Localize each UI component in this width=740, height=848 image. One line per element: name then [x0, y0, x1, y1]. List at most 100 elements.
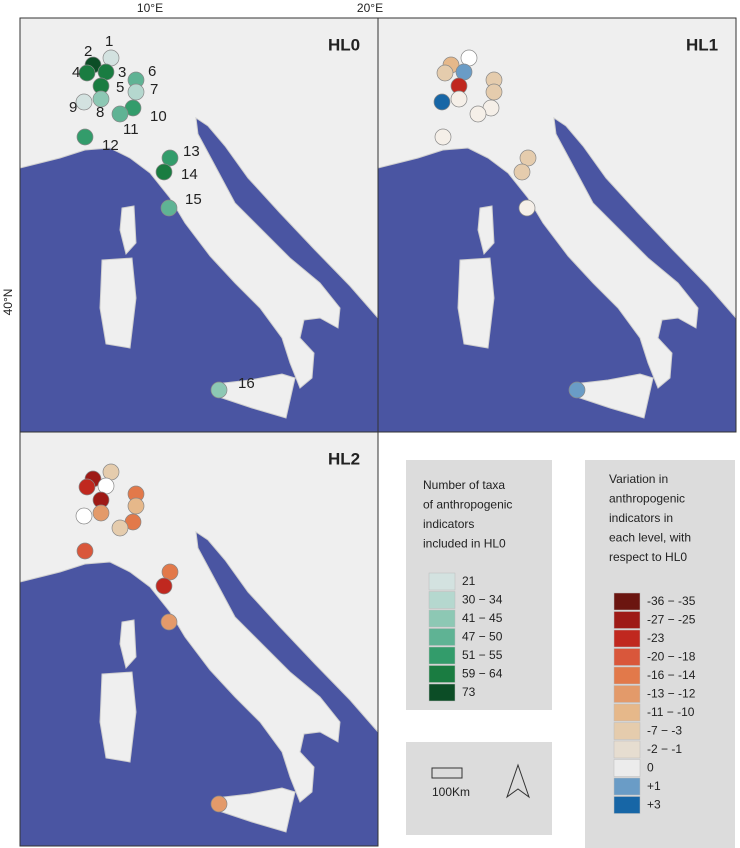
site-marker	[210, 795, 228, 813]
site-marker	[102, 49, 120, 67]
legend-swatch	[428, 591, 456, 609]
legend-swatch	[613, 685, 641, 703]
site-number: 11	[123, 121, 139, 138]
site-marker	[210, 381, 228, 399]
legend-swatch	[613, 703, 641, 722]
site-marker	[75, 93, 93, 111]
panel-frame	[377, 17, 737, 433]
site-marker	[450, 90, 468, 108]
site-marker	[513, 163, 531, 181]
legend-swatch	[428, 628, 456, 646]
legend-label: -23	[647, 631, 665, 645]
legend-label: 51 − 55	[462, 648, 503, 662]
site-marker	[127, 83, 145, 101]
island	[99, 671, 137, 763]
site-marker	[160, 613, 178, 631]
site-number: 1	[105, 33, 113, 50]
site-marker	[111, 105, 129, 123]
legend-label: +1	[647, 779, 661, 793]
island	[477, 205, 495, 256]
site-marker	[160, 199, 178, 217]
site-marker	[161, 563, 179, 581]
legend-swatch	[428, 609, 456, 628]
panel-label: HL0	[328, 35, 360, 54]
legend-label: -7 − -3	[647, 724, 682, 738]
site-number: 6	[148, 63, 156, 80]
site-marker	[92, 504, 110, 522]
site-marker	[455, 63, 473, 81]
legend-label: 21	[462, 574, 476, 588]
site-marker	[78, 64, 96, 82]
site-marker	[97, 477, 115, 495]
legend-label: 0	[647, 761, 654, 775]
legend-label: -16 − -14	[647, 668, 696, 682]
site-number: 12	[102, 137, 119, 154]
site-marker	[75, 507, 93, 525]
site-number: 4	[72, 64, 80, 81]
site-number: 2	[84, 43, 92, 60]
legend-swatch	[613, 777, 641, 796]
site-number: 8	[96, 104, 104, 121]
legend-swatch	[428, 646, 456, 665]
scale-box	[406, 742, 552, 835]
site-marker	[76, 542, 94, 560]
legend-swatch	[613, 611, 641, 629]
site-marker	[76, 128, 94, 146]
scale-bar	[431, 767, 463, 779]
site-marker	[436, 64, 454, 82]
legend-swatch	[613, 629, 641, 648]
legend-title: indicators	[423, 517, 474, 531]
legend-title: Number of taxa	[423, 478, 505, 492]
site-number: 10	[150, 108, 167, 125]
legend-swatch	[428, 683, 456, 702]
site-marker	[111, 519, 129, 537]
legend-variation-box	[585, 460, 735, 848]
site-number: 5	[116, 79, 124, 96]
legend-label: 59 − 64	[462, 667, 503, 681]
site-marker	[469, 105, 487, 123]
site-number: 7	[150, 81, 158, 98]
land	[377, 17, 737, 389]
legend-swatch	[428, 572, 456, 591]
legend-label: +3	[647, 798, 661, 812]
island	[119, 205, 137, 256]
site-marker	[127, 497, 145, 515]
site-marker	[433, 93, 451, 111]
legend-swatch	[428, 665, 456, 683]
panel-label: HL1	[686, 35, 718, 54]
legend-swatch	[613, 648, 641, 666]
island	[214, 787, 296, 833]
lon-label: 20°E	[357, 1, 383, 15]
site-marker	[518, 199, 536, 217]
legend-swatch	[613, 796, 641, 814]
legend-swatch	[613, 740, 641, 759]
legend-title: included in HL0	[423, 537, 506, 551]
legend-label: 47 − 50	[462, 630, 503, 644]
legend-label: -13 − -12	[647, 687, 696, 701]
site-number: 9	[69, 99, 77, 116]
legend-label: -20 − -18	[647, 650, 696, 664]
site-marker	[161, 149, 179, 167]
legend-label: 30 − 34	[462, 593, 503, 607]
map-panel: HL2	[19, 431, 379, 847]
legend-label: -2 − -1	[647, 742, 682, 756]
legend-swatch	[613, 592, 641, 611]
site-number: 14	[181, 166, 198, 183]
island	[572, 373, 654, 419]
map-panel: HL1	[377, 17, 737, 433]
site-number: 16	[238, 375, 255, 392]
site-number: 15	[185, 191, 202, 208]
legend-title: indicators in	[609, 511, 673, 525]
island	[457, 257, 495, 349]
legend-label: -36 − -35	[647, 594, 696, 608]
site-marker	[155, 163, 173, 181]
site-marker	[485, 83, 503, 101]
site-marker	[434, 128, 452, 146]
site-marker	[568, 381, 586, 399]
island	[214, 373, 296, 419]
site-marker	[92, 90, 110, 108]
island	[119, 619, 137, 670]
legend-label: 41 − 45	[462, 611, 503, 625]
